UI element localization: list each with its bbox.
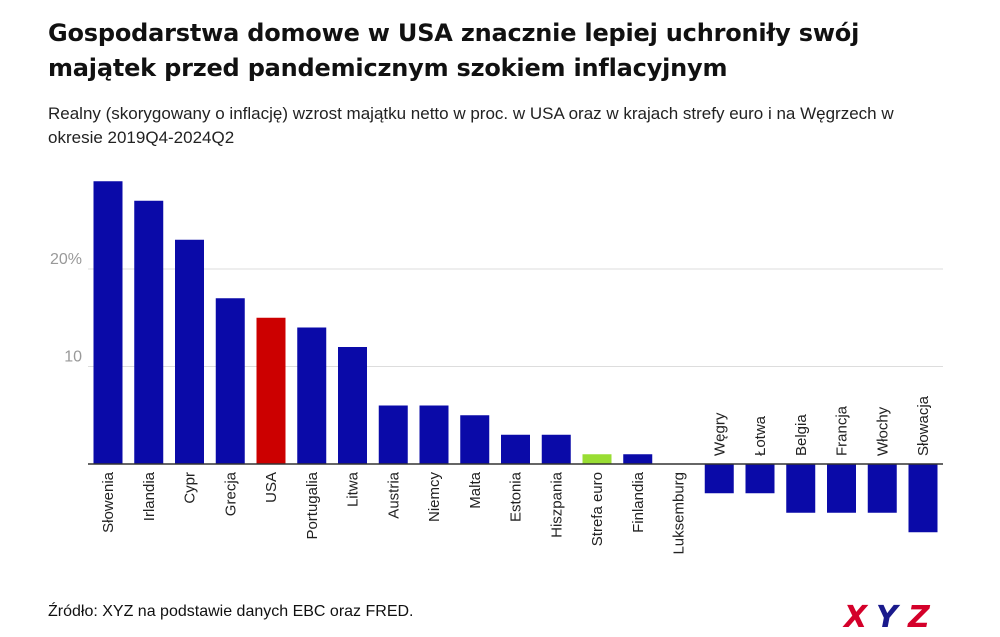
category-label: Cypr: [182, 472, 199, 504]
bar: [419, 405, 449, 464]
bar: [256, 317, 286, 464]
category-label: Austria: [385, 471, 402, 518]
category-label: USA: [263, 472, 280, 503]
bar: [338, 347, 367, 464]
y-tick-label: 20%: [50, 251, 82, 268]
category-label: Malta: [467, 471, 484, 508]
logo-letter-z: Z: [907, 600, 931, 634]
bar: [460, 415, 490, 464]
bar: [827, 464, 856, 513]
chart-title: Gospodarstwa domowe w USA znacznie lepie…: [48, 19, 860, 82]
category-labels: Słowenia Irlandia Cypr Grecja USA Portugalia L…: [100, 395, 932, 554]
y-tick-labels: 10 20%: [50, 251, 82, 366]
y-tick-label: 10: [64, 349, 82, 366]
category-label: Włochy: [874, 406, 891, 456]
xyz-logo: X Y Z: [842, 600, 931, 634]
bar: [867, 464, 897, 513]
bar-chart: Słowenia Irlandia Cypr Grecja USA Portugalia L…: [50, 181, 943, 555]
category-label: Hiszpania: [548, 471, 565, 538]
category-label: Belgia: [793, 414, 810, 456]
bar: [175, 239, 204, 464]
bar: [786, 464, 816, 513]
category-label: Słowenia: [100, 471, 117, 533]
category-label: Litwa: [345, 471, 362, 507]
category-label: Estonia: [508, 471, 525, 522]
bar: [378, 405, 408, 464]
category-label: Strefa euro: [589, 472, 606, 546]
category-label: Niemcy: [426, 472, 443, 523]
logo-letter-y: Y: [876, 600, 901, 634]
bar: [745, 464, 775, 494]
bar: [704, 464, 734, 494]
bar: [623, 454, 653, 464]
bar: [93, 181, 123, 464]
category-label: Luksemburg: [671, 472, 688, 555]
bar: [908, 464, 938, 533]
bar: [501, 434, 530, 464]
chart-subtitle: Realny (skorygowany o inflację) wzrost m…: [48, 104, 894, 147]
category-label: Irlandia: [141, 471, 158, 521]
category-label: Łotwa: [752, 415, 769, 456]
category-label: Finlandia: [630, 471, 647, 533]
category-label: Portugalia: [304, 471, 321, 539]
bar: [134, 200, 164, 464]
category-label: Słowacja: [915, 395, 932, 456]
source-note: Źródło: XYZ na podstawie danych EBC oraz…: [48, 603, 414, 620]
logo-letter-x: X: [842, 600, 869, 634]
category-label: Grecja: [222, 471, 239, 516]
category-label: Węgry: [711, 412, 728, 456]
bar: [541, 434, 571, 464]
bar: [215, 298, 245, 464]
bar: [297, 327, 327, 464]
bar: [582, 454, 612, 464]
bars: [88, 181, 943, 533]
category-label: Francja: [834, 405, 851, 456]
